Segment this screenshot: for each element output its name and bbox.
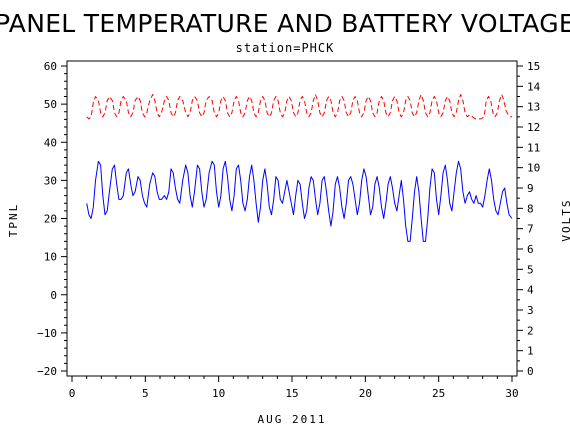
y-axis-right-label: VOLTS (560, 198, 570, 241)
y-left-tick-label: 10 (44, 251, 57, 264)
y-left-tick-label: 50 (44, 98, 57, 111)
y-right-tick-label: 0 (527, 365, 534, 378)
x-tick-label: 0 (69, 387, 76, 400)
y-right-tick-label: 10 (527, 162, 540, 175)
chart-subtitle: station=PHCK (236, 41, 335, 55)
y-right-tick-label: 8 (527, 202, 534, 215)
voltage-series-line (86, 94, 512, 120)
x-tick-label: 5 (142, 387, 149, 400)
x-tick-label: 25 (432, 387, 445, 400)
temperature-series-line (86, 160, 513, 242)
y-right-tick-label: 9 (527, 182, 534, 195)
x-axis-label: AUG 2011 (258, 413, 327, 426)
y-left-tick-label: 30 (44, 174, 57, 187)
plot-frame (66, 60, 518, 377)
y-right-tick-label: 7 (527, 223, 534, 236)
y-right-tick-label: 14 (527, 80, 541, 93)
y-right-tick-label: 3 (527, 304, 534, 317)
x-tick-label: 20 (359, 387, 372, 400)
y-axis-left: −20 −10 0 10 20 30 40 50 60 (37, 60, 67, 378)
y-right-tick-label: 5 (527, 263, 534, 276)
x-tick-label: 10 (212, 387, 225, 400)
y-right-tick-label: 2 (527, 324, 534, 337)
x-axis: 0 5 10 15 20 25 30 (69, 376, 519, 400)
chart-title: PANEL TEMPERATURE AND BATTERY VOLTAGE (0, 9, 570, 38)
x-tick-label: 15 (285, 387, 298, 400)
y-left-tick-label: 40 (44, 136, 57, 149)
y-left-tick-label: 20 (44, 213, 57, 226)
y-right-tick-label: 12 (527, 121, 540, 134)
y-right-tick-label: 4 (527, 284, 534, 297)
y-right-tick-label: 11 (527, 141, 540, 154)
series-layer (86, 94, 513, 242)
y-left-tick-label: 60 (44, 60, 57, 73)
y-left-tick-label: 0 (50, 289, 57, 302)
y-right-tick-label: 13 (527, 101, 540, 114)
y-axis-left-label: TPNL (7, 203, 20, 238)
y-right-tick-label: 15 (527, 60, 540, 73)
y-left-tick-label: −10 (37, 327, 57, 340)
x-tick-label: 30 (505, 387, 518, 400)
y-right-tick-label: 6 (527, 243, 534, 256)
y-right-tick-label: 1 (527, 345, 534, 358)
y-left-tick-label: −20 (37, 365, 57, 378)
